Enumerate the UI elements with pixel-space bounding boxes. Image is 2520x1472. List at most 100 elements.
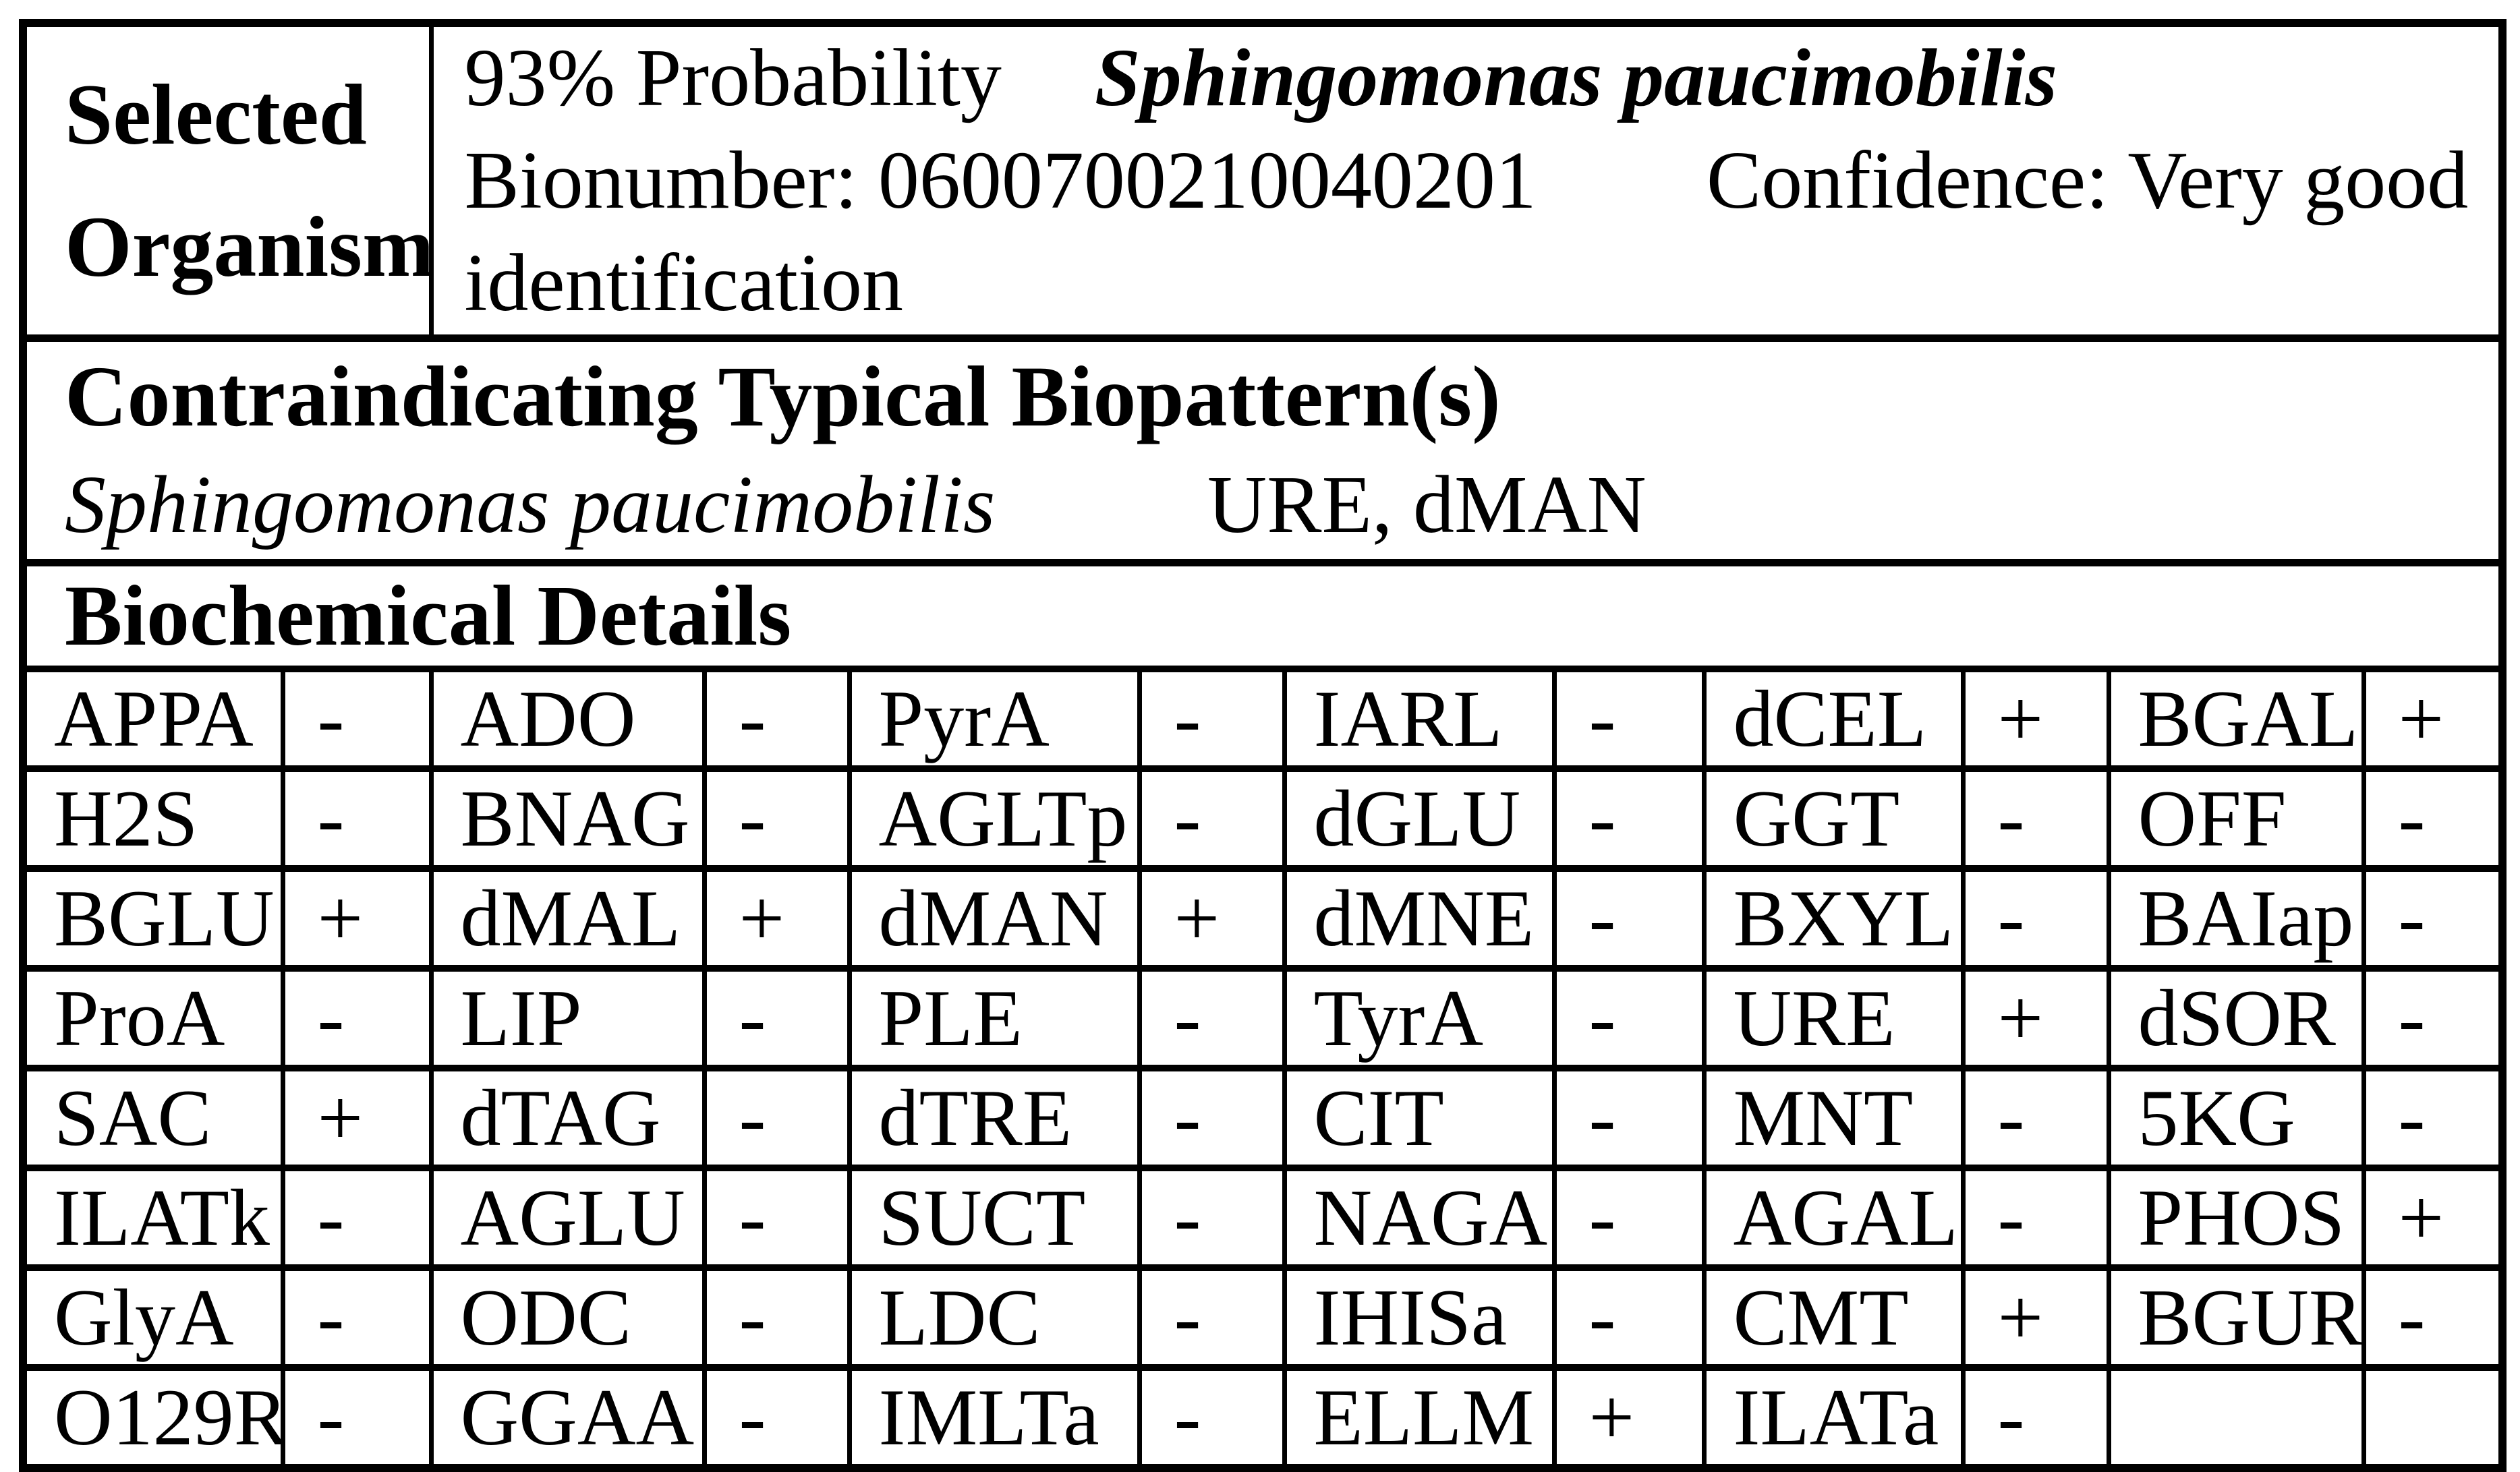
test-result-cell: - (1551, 865, 1707, 972)
test-name-cell: SAC (20, 1065, 285, 1171)
test-result-cell: - (280, 1364, 434, 1471)
test-result-cell: - (2361, 965, 2505, 1071)
test-name-cell: PHOS (2106, 1165, 2366, 1271)
test-result-cell: - (701, 1165, 852, 1271)
test-result-cell: - (701, 1065, 852, 1171)
test-name-cell: AGLU (428, 1165, 707, 1271)
contraindicating-biopattern: URE, dMAN (1207, 459, 1646, 550)
test-result-cell: - (280, 1165, 434, 1271)
probability-value: 93% Probability (464, 32, 1002, 123)
test-name-cell: CIT (1282, 1065, 1557, 1171)
test-result-cell: - (1137, 1165, 1287, 1271)
test-result-cell: - (1960, 1364, 2111, 1471)
biochem-row: SAC + dTAG - dTRE - CIT - MNT -5KG - (20, 1065, 2505, 1171)
selected-organism-label-line2: Organism (65, 199, 431, 295)
biochem-row: APPA - ADO - PyrA - IARL - dCEL + BGAL + (20, 666, 2505, 772)
test-name-cell: O129R (20, 1364, 285, 1471)
test-result-cell: - (701, 1364, 852, 1471)
test-result-cell: + (2361, 1165, 2505, 1271)
test-name-cell: dSOR (2106, 965, 2366, 1071)
test-result-cell: - (280, 965, 434, 1071)
biochem-row: ILATk - AGLU - SUCT - NAGA - AGAL - PHOS + (20, 1165, 2505, 1271)
test-name-cell: APPA (20, 666, 285, 772)
test-result-cell: - (1551, 1264, 1707, 1371)
test-name-cell: MNT (1701, 1065, 1966, 1171)
test-name-cell: URE (1701, 965, 1966, 1071)
selected-organism-label-cell: Selected Organism (20, 20, 434, 342)
biochem-row: GlyA - ODC - LDC - IHISa - CMT + BGUR - (20, 1264, 2505, 1371)
test-result-cell: + (1551, 1364, 1707, 1471)
test-name-cell: ILATk (20, 1165, 285, 1271)
test-result-cell: - (1137, 765, 1287, 872)
test-result-cell: + (1960, 666, 2111, 772)
contraindicating-cell: Contraindicating Typical Biopattern(s) S… (20, 334, 2505, 566)
test-name-cell: dTAG (428, 1065, 707, 1171)
test-name-cell: PyrA (847, 666, 1142, 772)
test-name-cell: ILATa (1701, 1364, 1966, 1471)
test-name-cell: ODC (428, 1264, 707, 1371)
biochemical-title-cell: Biochemical Details (20, 559, 2505, 672)
test-result-cell: + (701, 865, 852, 972)
contraindicating-organism: Sphingomonas paucimobilis (65, 459, 996, 550)
contraindicating-row: Contraindicating Typical Biopattern(s) S… (20, 334, 2505, 566)
test-name-cell: SUCT (847, 1165, 1142, 1271)
test-name-cell: BNAG (428, 765, 707, 872)
test-result-cell: - (701, 765, 852, 872)
biochem-grid: APPA - ADO - PyrA - IARL - dCEL + BGAL + H2S - BNAG - AG… (20, 666, 2505, 1471)
test-result-cell: - (1960, 1165, 2111, 1271)
confidence-value: Confidence: Very good (1706, 135, 2469, 226)
identification-info-cell: 93% Probability Sphingomonas paucimobilis… (428, 20, 2505, 342)
test-name-cell: OFF (2106, 765, 2366, 872)
test-result-cell: - (1137, 1264, 1287, 1371)
test-result-cell: + (280, 1065, 434, 1171)
bionumber-value: Bionumber: 0600700210040201 (464, 135, 1537, 226)
test-result-cell: - (2361, 1065, 2505, 1171)
test-name-cell: ProA (20, 965, 285, 1071)
test-name-cell (2106, 1364, 2366, 1471)
test-name-cell: BGAL (2106, 666, 2366, 772)
test-name-cell: PLE (847, 965, 1142, 1071)
test-name-cell: dMNE (1282, 865, 1557, 972)
test-result-cell: - (1551, 1065, 1707, 1171)
test-result-cell: - (1551, 666, 1707, 772)
test-name-cell: AGLTp (847, 765, 1142, 872)
test-name-cell: dTRE (847, 1065, 1142, 1171)
test-result-cell: - (1137, 1065, 1287, 1171)
biochemical-title-row: Biochemical Details (20, 559, 2505, 672)
test-result-cell: - (1551, 1165, 1707, 1271)
test-result-cell: - (280, 666, 434, 772)
test-name-cell: ELLM (1282, 1364, 1557, 1471)
test-result-cell: + (1137, 865, 1287, 972)
test-result-cell: - (280, 1264, 434, 1371)
test-name-cell: TyrA (1282, 965, 1557, 1071)
biochem-row: O129R - GGAA - IMLTa - ELLM + ILATa - (20, 1364, 2505, 1471)
test-name-cell: BGUR (2106, 1264, 2366, 1371)
selected-organism-row: Selected Organism 93% Probability Sphingo… (20, 20, 2505, 342)
test-name-cell: GGT (1701, 765, 1966, 872)
test-result-cell: - (1551, 965, 1707, 1071)
test-result-cell: - (1137, 1364, 1287, 1471)
test-name-cell: dGLU (1282, 765, 1557, 872)
contraindicating-detail-line: Sphingomonas paucimobilis URE, dMAN (65, 451, 2498, 556)
test-result-cell: + (1960, 1264, 2111, 1371)
identified-organism-name: Sphingomonas paucimobilis (1094, 32, 2057, 123)
test-name-cell: dCEL (1701, 666, 1966, 772)
test-result-cell: - (701, 965, 852, 1071)
confidence-wrap-line: identification (464, 237, 903, 328)
test-name-cell: 5KG (2106, 1065, 2366, 1171)
test-result-cell: - (280, 765, 434, 872)
contraindicating-title: Contraindicating Typical Biopattern(s) (65, 349, 1501, 444)
test-name-cell: BGLU (20, 865, 285, 972)
test-name-cell: H2S (20, 765, 285, 872)
test-result-cell: + (2361, 666, 2505, 772)
biochem-row: ProA - LIP - PLE - TyrA - URE + dSOR - (20, 965, 2505, 1071)
test-result-cell: - (1551, 765, 1707, 872)
test-result-cell: - (701, 1264, 852, 1371)
test-name-cell: IARL (1282, 666, 1557, 772)
test-name-cell: NAGA (1282, 1165, 1557, 1271)
test-name-cell: dMAL (428, 865, 707, 972)
test-result-cell (2361, 1364, 2505, 1471)
selected-organism-label-line1: Selected (65, 67, 367, 163)
test-name-cell: IMLTa (847, 1364, 1142, 1471)
test-name-cell: AGAL (1701, 1165, 1966, 1271)
